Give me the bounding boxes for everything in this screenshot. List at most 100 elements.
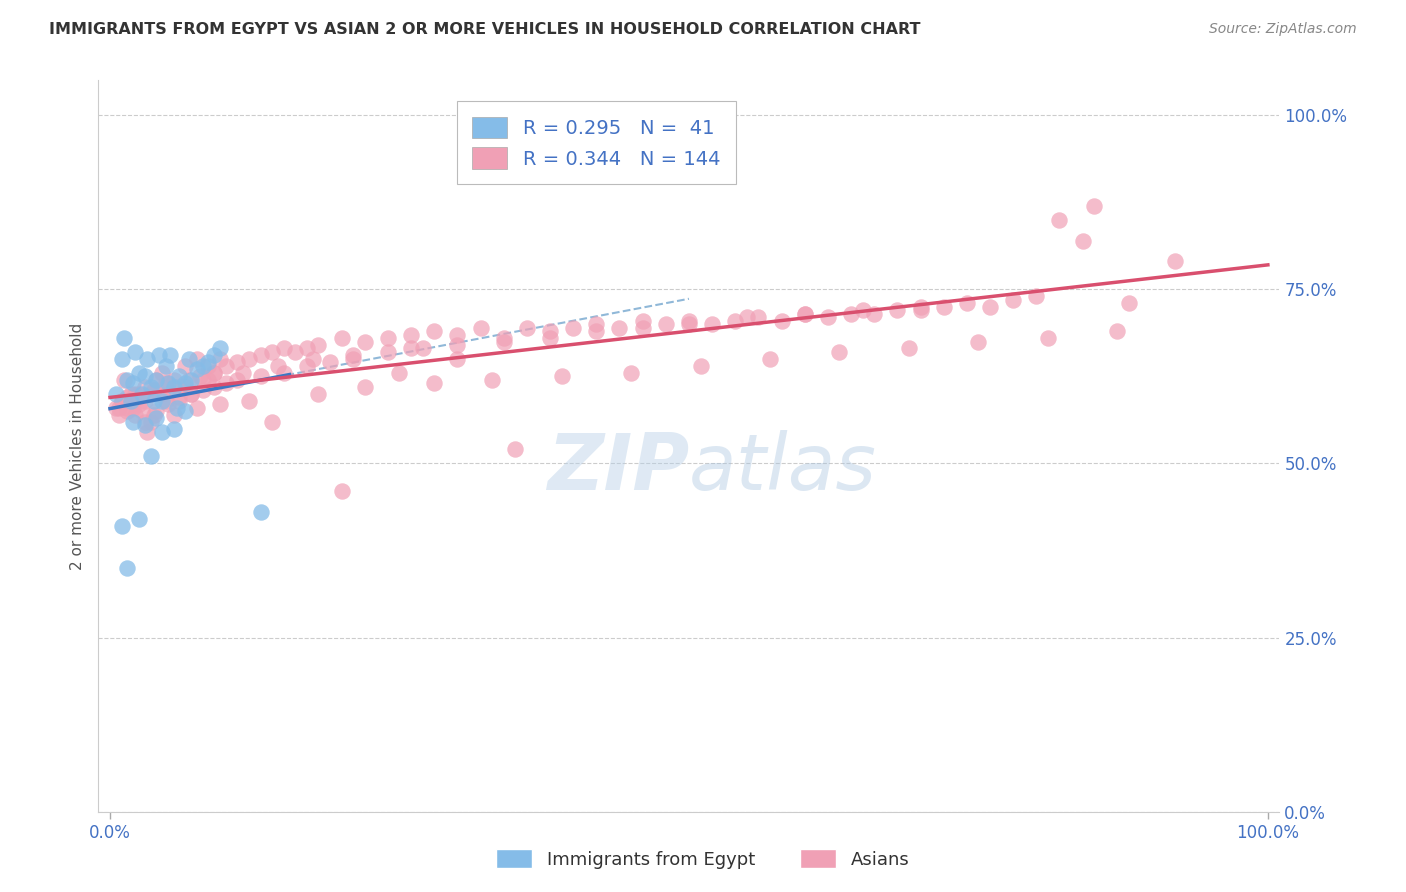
Point xyxy=(145,404,167,418)
Point xyxy=(330,331,353,345)
Point xyxy=(134,415,156,429)
Point xyxy=(197,373,219,387)
Point xyxy=(156,380,179,394)
Point xyxy=(481,373,503,387)
Point xyxy=(793,307,815,321)
Point xyxy=(446,351,468,366)
Point xyxy=(1164,254,1187,268)
Point xyxy=(134,393,156,408)
Point xyxy=(284,345,307,359)
Y-axis label: 2 or more Vehicles in Household: 2 or more Vehicles in Household xyxy=(69,322,84,570)
Point xyxy=(122,393,145,408)
Point xyxy=(423,376,446,391)
Point xyxy=(163,421,186,435)
Point xyxy=(110,351,132,366)
Point xyxy=(377,345,399,359)
Point xyxy=(128,397,150,411)
Point xyxy=(215,359,238,373)
Point xyxy=(150,393,173,408)
Point xyxy=(174,380,197,394)
Point xyxy=(550,369,572,384)
Point xyxy=(117,561,139,575)
Point xyxy=(159,348,181,362)
Point xyxy=(108,408,131,422)
Point xyxy=(492,331,515,345)
Point xyxy=(148,348,170,362)
Point xyxy=(202,348,225,362)
Point xyxy=(967,334,990,349)
Text: ZIP: ZIP xyxy=(547,430,689,506)
Point xyxy=(166,401,188,415)
Point xyxy=(910,300,932,314)
Point xyxy=(166,380,188,394)
Point xyxy=(538,331,561,345)
Point xyxy=(188,369,211,384)
Point xyxy=(169,369,191,384)
Point xyxy=(145,373,167,387)
Point xyxy=(301,351,323,366)
Point xyxy=(150,386,173,401)
Point xyxy=(979,300,1001,314)
Point xyxy=(131,386,153,401)
Point xyxy=(759,351,782,366)
Point xyxy=(104,386,127,401)
Point xyxy=(956,296,979,310)
Point xyxy=(197,355,219,369)
Point xyxy=(139,380,162,394)
Point xyxy=(136,425,159,439)
Point xyxy=(631,320,654,334)
Point xyxy=(700,317,723,331)
Point xyxy=(226,355,249,369)
Text: atlas: atlas xyxy=(689,430,877,506)
Point xyxy=(399,342,422,356)
Point xyxy=(585,324,607,338)
Point xyxy=(163,408,186,422)
Point xyxy=(112,373,135,387)
Point xyxy=(585,317,607,331)
Point xyxy=(249,369,271,384)
Point xyxy=(492,334,515,349)
Point xyxy=(191,384,214,398)
Point xyxy=(1025,289,1047,303)
Point xyxy=(110,393,132,408)
Point xyxy=(319,355,342,369)
Point xyxy=(136,351,159,366)
Point xyxy=(446,327,468,342)
Point xyxy=(735,310,758,325)
Point xyxy=(139,386,162,401)
Point xyxy=(128,512,150,526)
Point xyxy=(249,505,271,519)
Point xyxy=(150,366,173,380)
Point xyxy=(155,359,177,373)
Point xyxy=(295,359,318,373)
Point xyxy=(839,307,862,321)
Legend: R = 0.295   N =  41, R = 0.344   N = 144: R = 0.295 N = 41, R = 0.344 N = 144 xyxy=(457,101,735,184)
Point xyxy=(143,408,166,422)
Point xyxy=(655,317,678,331)
Point xyxy=(1036,331,1059,345)
Point xyxy=(1071,234,1094,248)
Point xyxy=(110,393,132,408)
Point xyxy=(516,320,538,334)
Point xyxy=(678,317,700,331)
Point xyxy=(117,404,139,418)
Point xyxy=(202,366,225,380)
Point xyxy=(412,342,434,356)
Point xyxy=(120,393,142,408)
Point xyxy=(307,386,329,401)
Point xyxy=(828,345,851,359)
Point xyxy=(399,327,422,342)
Point xyxy=(174,359,197,373)
Point xyxy=(238,351,260,366)
Point xyxy=(163,373,186,387)
Point xyxy=(139,450,162,464)
Point xyxy=(1002,293,1025,307)
Point xyxy=(155,393,177,408)
Point xyxy=(262,345,284,359)
Point xyxy=(202,366,225,380)
Point xyxy=(793,307,815,321)
Point xyxy=(174,376,197,391)
Point xyxy=(104,401,127,415)
Point xyxy=(208,351,231,366)
Point xyxy=(174,404,197,418)
